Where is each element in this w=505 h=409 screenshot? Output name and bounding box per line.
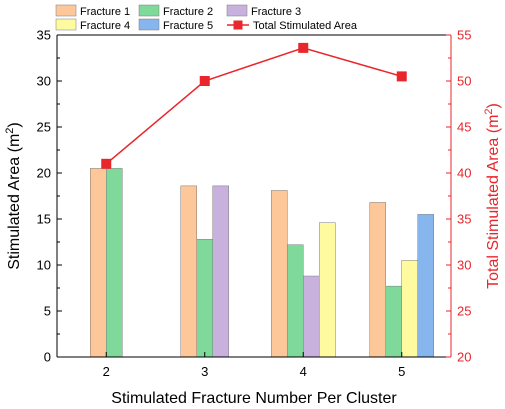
legend-marker: [233, 20, 243, 30]
line-layer: [101, 42, 407, 169]
bar: [385, 285, 402, 358]
y-tick-label: 5: [44, 304, 51, 319]
y-tick-label: 25: [37, 120, 51, 135]
total-area-line: [105, 47, 402, 165]
legend-swatch: [226, 4, 248, 17]
y-tick-label: 35: [37, 28, 51, 43]
legend-swatch: [138, 18, 160, 31]
x-tick-label: 3: [201, 364, 208, 379]
bar: [212, 185, 229, 358]
total-area-marker: [298, 42, 309, 53]
y-right-tick-label: 35: [457, 212, 471, 227]
bar-layer: [90, 168, 434, 358]
bar: [287, 244, 304, 358]
legend-label: Fracture 2: [163, 6, 213, 18]
bar: [196, 238, 213, 358]
bar: [106, 168, 123, 358]
y-tick-label: 10: [37, 258, 51, 273]
y-tick-label: 20: [37, 166, 51, 181]
bar: [319, 222, 336, 358]
x-tick-label: 4: [300, 364, 307, 379]
bar: [180, 185, 197, 358]
y-tick-label: 0: [44, 350, 51, 365]
bar: [90, 168, 107, 358]
x-axis-title: Stimulated Fracture Number Per Cluster: [111, 390, 397, 407]
x-tick-label: 2: [103, 364, 110, 379]
legend-label: Fracture 3: [251, 6, 301, 18]
total-area-marker: [101, 158, 112, 169]
y-right-tick-label: 40: [457, 166, 471, 181]
total-area-marker: [199, 76, 210, 86]
bar: [303, 275, 320, 358]
y-right-tick-label: 45: [457, 120, 471, 135]
legend-swatch: [55, 4, 77, 17]
y-right-tick-label: 25: [457, 304, 471, 319]
bar: [417, 214, 434, 358]
bar: [401, 260, 418, 358]
bar: [369, 202, 386, 358]
bar: [271, 190, 288, 358]
legend-label: Fracture 4: [80, 20, 130, 32]
y-tick-label: 15: [37, 212, 51, 227]
y-right-tick-label: 50: [457, 74, 471, 89]
legend-swatch: [55, 18, 77, 31]
y-tick-label: 30: [37, 74, 51, 89]
x-tick-label: 5: [398, 364, 405, 379]
y-right-tick-label: 20: [457, 350, 471, 365]
y-right-tick-label: 55: [457, 28, 471, 43]
legend-label: Total Stimulated Area: [253, 20, 358, 32]
total-area-marker: [396, 71, 407, 82]
legend: Fracture 1 Fracture 2 Fracture 3 Fracture 4…: [55, 4, 358, 32]
legend-label: Fracture 1: [80, 6, 130, 18]
y-axis-right-title: Total Stimulated Area (m2): [483, 103, 502, 289]
legend-label: Fracture 5: [163, 20, 213, 32]
legend-swatch: [138, 4, 160, 17]
y-right-tick-label: 30: [457, 258, 471, 273]
y-axis-title: Stimulated Area (m2): [4, 122, 23, 270]
